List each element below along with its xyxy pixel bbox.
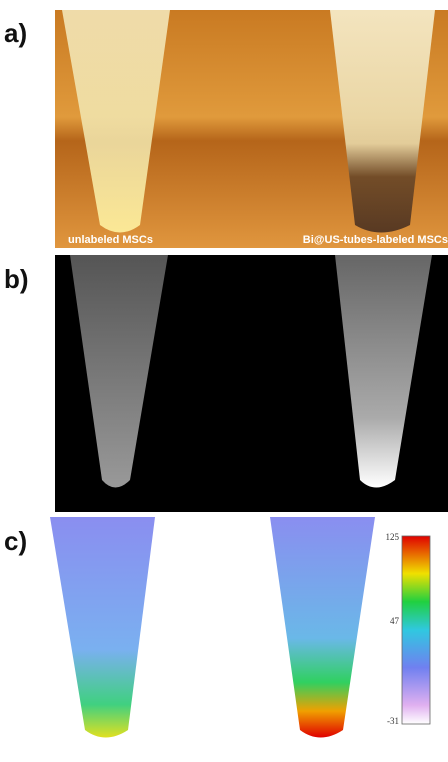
caption: unlabeled MSCs [68, 234, 153, 246]
tube-map-labeled [270, 517, 375, 738]
tube-map-unlabeled [50, 517, 155, 738]
figure: a) unlabeled MSCs Bi@US-tubes-labeled MS… [0, 0, 448, 762]
panel-label: a) [4, 18, 27, 48]
panel-label: c) [4, 526, 27, 556]
caption: Bi@US-tubes-labeled MSCs [303, 234, 448, 246]
colorbar-label: -31 [387, 716, 399, 726]
colorbar-label: 47 [390, 616, 400, 626]
colorbar [402, 536, 430, 724]
colorbar-label: 125 [386, 532, 400, 542]
panel-label: b) [4, 264, 29, 294]
